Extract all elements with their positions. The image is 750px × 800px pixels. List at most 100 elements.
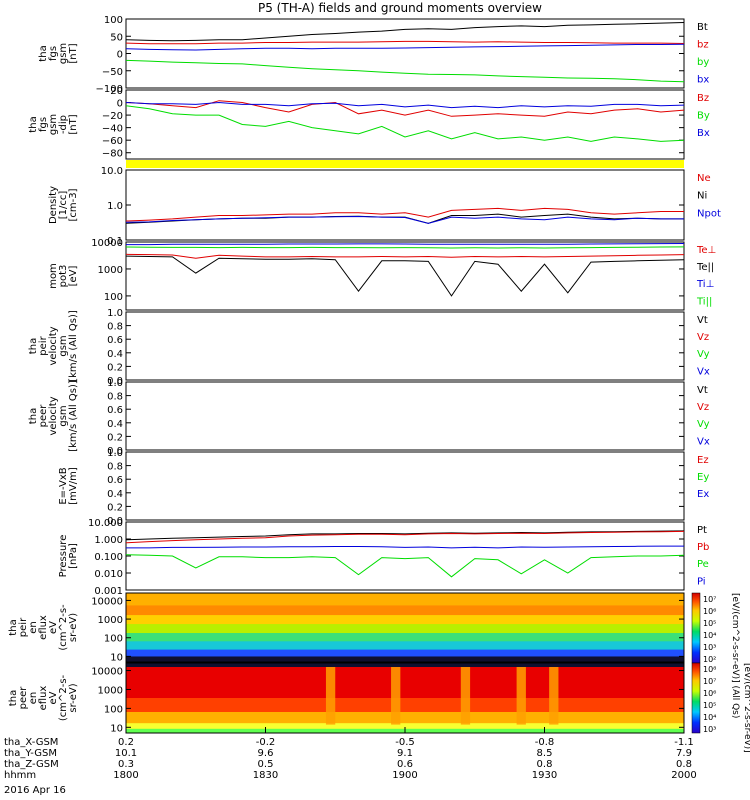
colorbar-tick-label: 10³ — [703, 643, 716, 652]
time-axis-value: -0.5 — [395, 737, 415, 748]
heatmap-band — [126, 641, 684, 651]
heatmap-dropout — [549, 663, 559, 725]
y-axis-label: eflux — [38, 686, 49, 711]
y-axis-label: tha — [8, 690, 19, 706]
heatmap-band — [126, 663, 684, 699]
time-axis-value: 1830 — [253, 770, 278, 781]
y-axis-label: tha — [28, 338, 39, 354]
y-axis-label: [km/s (All Qs)] — [68, 310, 79, 382]
y-tick-label: 0.8 — [107, 462, 123, 473]
y-tick-label: 100 — [104, 15, 123, 26]
series-line-Pt — [125, 530, 685, 541]
heatmap-band — [126, 624, 684, 634]
legend-Bz: Bz — [697, 93, 709, 104]
y-tick-label: 0.2 — [107, 432, 123, 443]
y-tick-label: 0.2 — [107, 362, 123, 373]
panel-frame — [125, 311, 685, 381]
colorbar-top — [691, 592, 701, 664]
y-axis-label: tha — [38, 45, 49, 61]
legend-Ti⊥: Ti⊥ — [696, 279, 714, 290]
y-tick-label: −40 — [102, 124, 123, 135]
y-tick-label: 0.6 — [107, 405, 123, 416]
y-axis-label: [eV] — [68, 266, 79, 287]
colorbar-tick-label: 10⁵ — [703, 701, 716, 710]
y-axis-label: tha — [8, 619, 19, 635]
y-tick-label: 10 — [110, 723, 123, 734]
y-tick-label: 0.100 — [94, 552, 123, 563]
panel-fgs_gsm: 100 50 0 −50 −100 tha fgs gsm [nT] Bt bz by bx — [38, 15, 709, 95]
y-axis-label: E=-VxB — [58, 467, 69, 504]
time-axis-value: 8.5 — [537, 748, 553, 759]
y-tick-label: 0.001 — [94, 586, 123, 597]
colorbar-tick-label: 10² — [703, 655, 716, 664]
y-tick-label: 1.0 — [107, 378, 123, 389]
time-axis-value: 10.1 — [115, 748, 137, 759]
y-axis-label: [km/s (All Qs)] — [68, 380, 79, 452]
legend-bz: bz — [697, 39, 709, 50]
y-tick-label: −60 — [102, 136, 123, 147]
time-axis-value: 9.1 — [397, 748, 413, 759]
y-axis-label: tha — [28, 408, 39, 424]
legend-By: By — [697, 110, 710, 121]
time-axis-value: 1900 — [392, 770, 417, 781]
series-line-by — [125, 59, 685, 83]
panel-density: 10.0 1.0 0.1 Density [1/cc] [cm-3] Ne Ni Npot — [48, 166, 721, 247]
legend-Te||: Te|| — [696, 262, 714, 273]
y-tick-label: 50 — [110, 32, 123, 43]
y-axis-label: gsm — [58, 43, 69, 64]
time-axis: tha_X-GSM 0.2 -0.2 -0.5 -0.8 -1.1 tha_Y-GSM 10.… — [4, 727, 697, 781]
y-axis-label: [cm-3] — [68, 188, 79, 221]
time-axis-value: 1930 — [532, 770, 557, 781]
y-tick-label: 0.0 — [107, 516, 123, 527]
time-axis-row-label: tha_Y-GSM — [4, 748, 57, 759]
legend-Vt: Vt — [697, 385, 708, 396]
time-axis-value: 0.3 — [118, 759, 134, 770]
panel-frame — [125, 381, 685, 451]
heatmap-band — [126, 656, 684, 663]
y-tick-label: 0.2 — [107, 502, 123, 513]
series-line-Bz — [125, 100, 685, 117]
series-line-Bt — [125, 22, 685, 42]
legend-Ne: Ne — [697, 173, 711, 184]
legend-Vz: Vz — [697, 332, 709, 343]
y-axis-label: mom — [48, 263, 59, 289]
colorbar-tick-label: 10⁷ — [703, 595, 716, 604]
legend-Ti||: Ti|| — [696, 296, 712, 307]
y-axis-label: [nT] — [68, 114, 79, 134]
heatmap-dropout — [391, 663, 401, 725]
legend-Ni: Ni — [697, 191, 707, 202]
series-line-Ni — [125, 213, 684, 224]
colorbar-tick-label: 10⁴ — [703, 713, 716, 722]
y-axis-label: tha — [28, 116, 39, 132]
legend-Vt: Vt — [697, 315, 708, 326]
y-axis-label: pot3 — [58, 265, 69, 288]
y-tick-label: 10000 — [91, 596, 123, 607]
panel-peir_spectrogram: 10000 1000 100 10 tha peir en eflux eV (cm^2-s-sr… — [8, 592, 685, 663]
series-line-bz — [125, 40, 685, 45]
colorbar-tick-label: 10⁴ — [703, 631, 716, 640]
heatmap-band — [126, 633, 684, 642]
heatmap-band — [126, 712, 684, 724]
colorbar-tick-label: 10⁶ — [703, 689, 716, 698]
time-axis-value: -0.8 — [535, 737, 555, 748]
legend-Ey: Ey — [697, 472, 709, 483]
y-tick-label: 1.0 — [107, 308, 123, 319]
legend-by: by — [697, 57, 709, 68]
y-tick-label: −100 — [96, 84, 123, 95]
y-axis-label: eV — [48, 691, 59, 704]
heatmap-dropout — [325, 663, 336, 725]
y-tick-label: −20 — [102, 111, 123, 122]
panel-peer_spectrogram: 10000 1000 100 10 tha peer en eflux eV (cm^2-s-sr… — [8, 662, 685, 734]
legend-Bx: Bx — [697, 128, 710, 139]
legend-Vx: Vx — [697, 436, 710, 447]
date-label: 2016 Apr 16 — [4, 785, 66, 796]
time-axis-row-label: tha_X-GSM — [4, 737, 58, 748]
y-axis-label: sr-eV) — [68, 683, 79, 712]
time-axis-value: 0.8 — [676, 759, 692, 770]
y-tick-label: 0.8 — [107, 322, 123, 333]
heatmap-band — [126, 605, 684, 616]
panel-frame — [125, 89, 685, 160]
y-tick-label: 0.4 — [107, 489, 123, 500]
